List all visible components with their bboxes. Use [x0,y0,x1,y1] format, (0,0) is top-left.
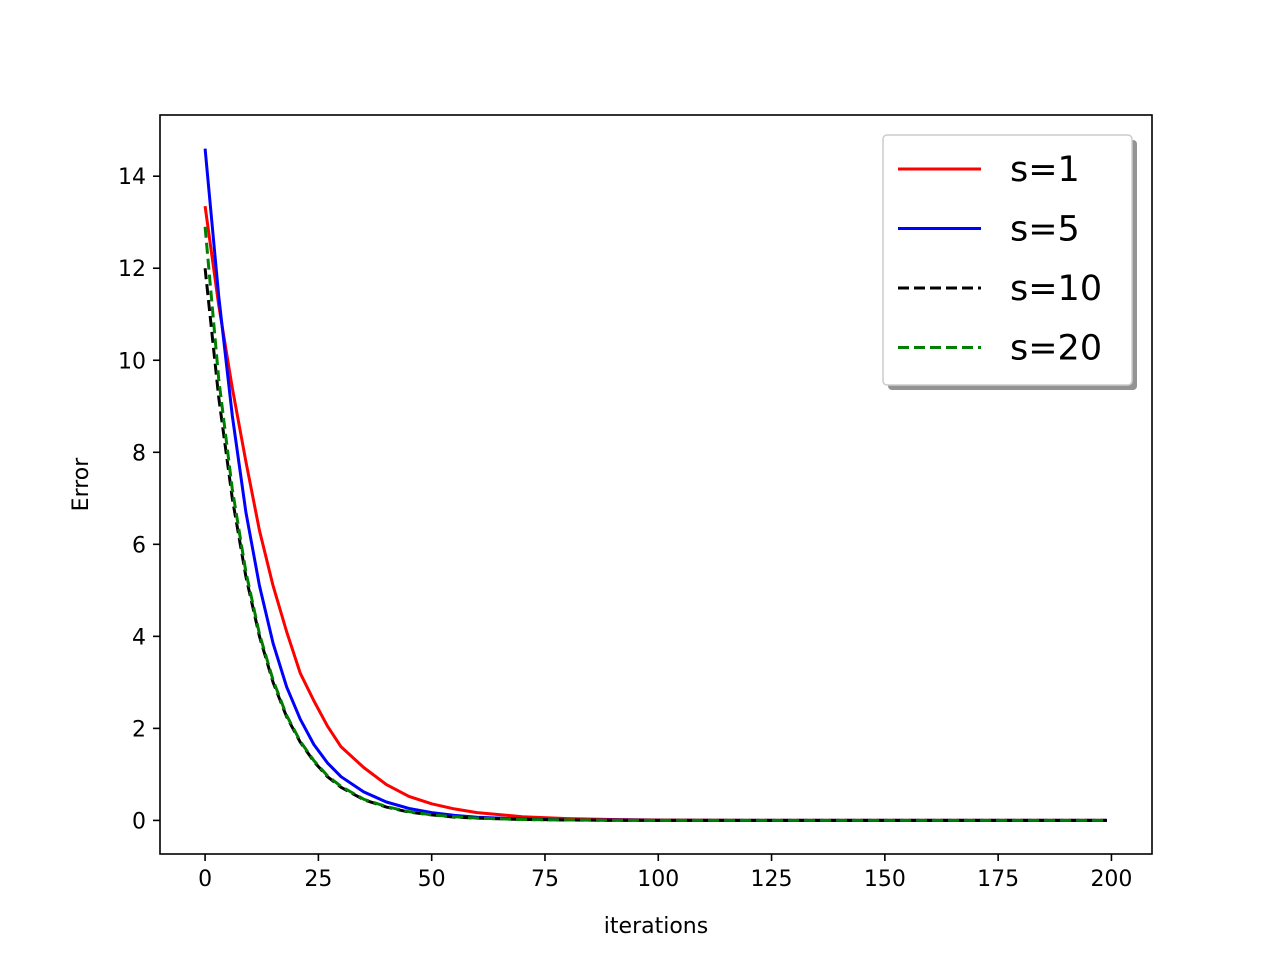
x-tick-label: 125 [751,867,793,892]
x-tick-label: 0 [198,867,212,892]
y-tick-label: 8 [132,441,146,466]
x-tick-label: 175 [977,867,1019,892]
x-axis-ticks: 0 25 50 75 100 125 150 175 200 [198,854,1132,892]
x-tick-label: 200 [1090,867,1132,892]
y-tick-label: 10 [118,349,146,374]
y-tick-label: 4 [132,625,146,650]
x-axis-label: iterations [604,914,708,939]
legend-label: s=10 [1010,269,1102,309]
legend: s=1 s=5 s=10 s=20 [882,134,1137,390]
x-tick-label: 50 [418,867,446,892]
y-tick-label: 6 [132,533,146,558]
legend-box [882,134,1133,386]
legend-label: s=1 [1010,150,1080,190]
series-line-s-10 [203,268,1107,822]
legend-label: s=20 [1010,329,1102,369]
x-tick-label: 25 [304,867,332,892]
y-tick-label: 0 [132,809,146,834]
legend-label: s=5 [1010,210,1080,250]
x-tick-label: 100 [637,867,679,892]
y-axis-label: Error [69,457,94,512]
y-tick-label: 2 [132,717,146,742]
y-tick-label: 14 [118,165,146,190]
plot-frame [159,114,1153,855]
y-tick-label: 12 [118,257,146,282]
y-axis-ticks: 0 2 4 6 8 10 12 14 [118,165,160,834]
x-tick-label: 150 [864,867,906,892]
x-tick-label: 75 [531,867,559,892]
